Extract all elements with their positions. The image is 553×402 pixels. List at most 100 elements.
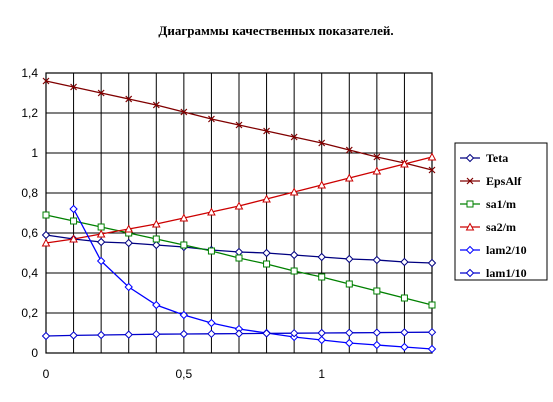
data-point (318, 273, 326, 281)
data-point (289, 250, 299, 260)
data-point (152, 101, 160, 109)
y-tick-label: 1,4 (21, 66, 38, 80)
data-point (262, 194, 271, 203)
data-point (290, 267, 298, 275)
x-tick-label: 1 (318, 367, 325, 381)
data-point (235, 121, 243, 129)
y-tick-label: 0,2 (21, 306, 38, 320)
data-point (317, 252, 326, 262)
data-point (124, 282, 133, 292)
legend-label: sa1/m (486, 197, 516, 211)
data-point (317, 180, 327, 189)
data-point (97, 89, 105, 97)
data-point (235, 254, 243, 262)
data-point (400, 342, 409, 352)
data-point (207, 329, 216, 339)
data-point (234, 201, 244, 210)
data-point (400, 159, 409, 168)
legend: Teta EpsAlf sa1/m sa2/m lam2/10 lam1/10 (454, 142, 548, 281)
y-tick-label: 1,2 (21, 106, 38, 120)
data-point (207, 318, 216, 328)
data-point (97, 223, 105, 231)
data-point (372, 328, 382, 337)
data-point (289, 187, 299, 196)
data-point (344, 173, 354, 182)
data-point (345, 146, 353, 154)
data-point (262, 329, 271, 338)
data-point (180, 108, 188, 116)
data-point (41, 238, 51, 247)
series-Teta (41, 230, 437, 268)
data-point (400, 257, 409, 267)
legend-marker (465, 268, 475, 278)
data-point (289, 328, 299, 338)
data-point (263, 127, 270, 135)
grid (45, 72, 433, 354)
data-point (428, 301, 436, 309)
data-point (125, 95, 133, 103)
data-point (96, 229, 106, 238)
data-point (152, 240, 161, 250)
data-point (207, 207, 216, 216)
data-point (96, 256, 106, 266)
data-point (152, 329, 161, 339)
data-point (428, 166, 436, 174)
data-point (234, 247, 244, 257)
series-layer (41, 77, 437, 354)
data-point (96, 330, 106, 340)
data-point (317, 335, 326, 345)
x-tick-label: 0 (43, 367, 50, 381)
data-point (318, 139, 326, 147)
data-point (42, 77, 50, 85)
chart-title: Диаграммы качественных показателей. (158, 23, 393, 38)
series-sa1/m (42, 211, 436, 309)
data-point (234, 329, 244, 338)
data-point (41, 331, 51, 341)
data-point (427, 327, 437, 337)
data-point (69, 204, 78, 214)
legend-marker (465, 153, 475, 163)
data-point (42, 211, 50, 219)
data-point (179, 213, 189, 222)
y-tick-label: 0 (31, 346, 38, 360)
data-point (69, 234, 78, 243)
legend-label: lam2/10 (486, 243, 527, 257)
data-point (124, 238, 133, 248)
legend-marker (466, 177, 474, 185)
legend-box (454, 142, 548, 281)
series-lam2/10 (69, 204, 437, 354)
data-point (345, 280, 353, 288)
data-point (179, 329, 189, 339)
y-tick-label: 0,6 (21, 226, 38, 240)
data-point (372, 166, 382, 175)
data-point (400, 328, 409, 337)
data-point (70, 217, 78, 225)
data-point (70, 83, 77, 91)
legend-label: Teta (486, 151, 508, 165)
data-point (96, 237, 106, 247)
legend-marker (465, 245, 475, 255)
data-point (427, 258, 437, 268)
y-tick-label: 1 (31, 146, 38, 160)
y-tick-label: 0,4 (21, 266, 38, 280)
data-point (372, 255, 382, 265)
series-EpsAlf (42, 77, 436, 174)
data-point (207, 247, 215, 255)
data-point (372, 340, 382, 350)
data-point (263, 260, 271, 268)
series-sa2/m (41, 152, 437, 247)
data-point (427, 344, 437, 354)
data-point (400, 294, 408, 302)
data-point (345, 254, 354, 264)
data-point (373, 153, 381, 161)
data-point (152, 235, 160, 243)
x-tick-label: 0,5 (176, 367, 193, 381)
data-point (180, 241, 188, 249)
data-point (427, 152, 437, 161)
data-point (69, 331, 78, 340)
series-lam1/10 (41, 327, 437, 341)
data-point (208, 115, 215, 123)
data-point (345, 328, 354, 338)
legend-label: sa2/m (486, 220, 516, 234)
